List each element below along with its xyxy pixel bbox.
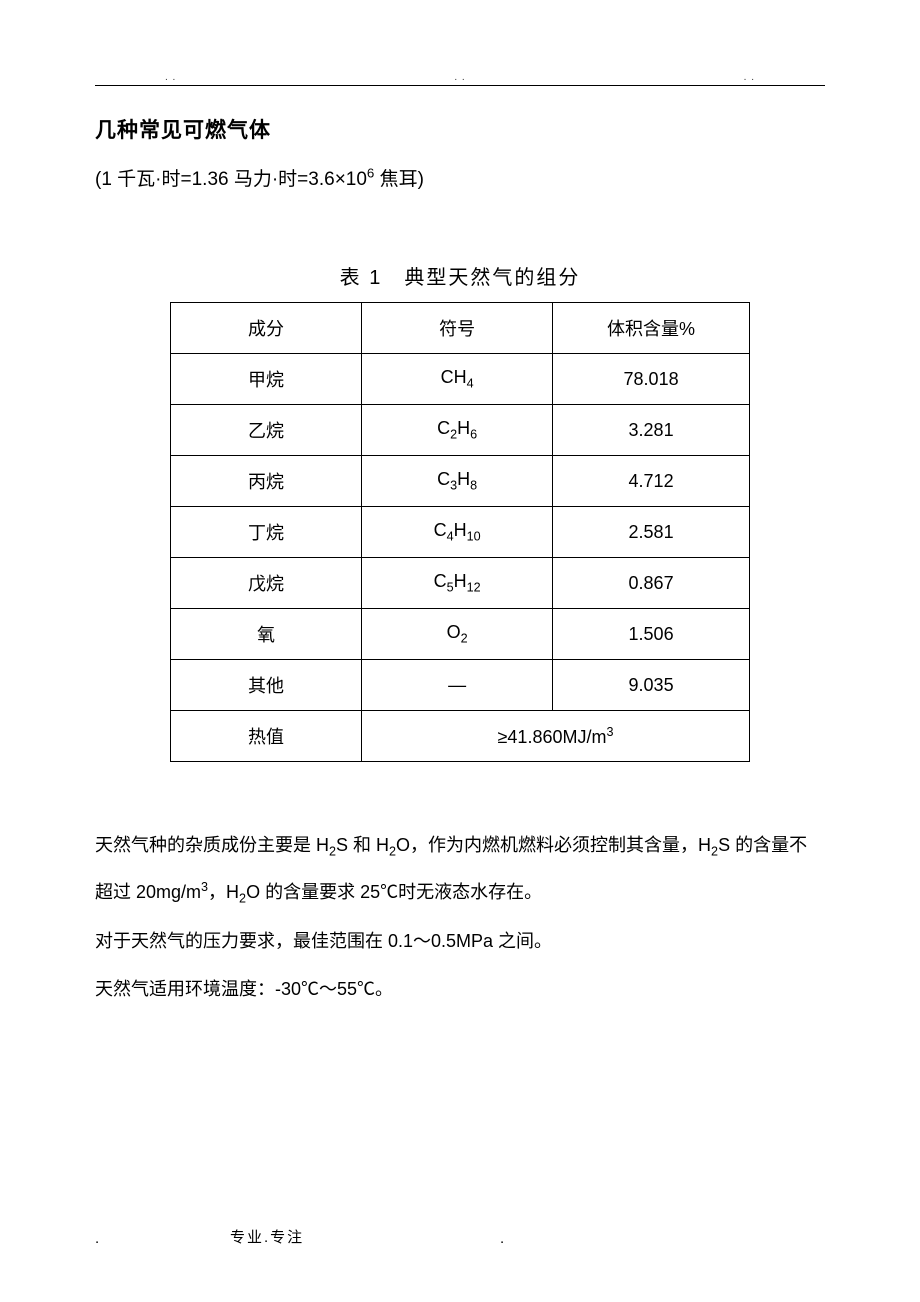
table-row: 戊烷 C5H12 0.867 (171, 558, 750, 609)
component-name: 戊烷 (171, 558, 362, 609)
table-row: 乙烷 C2H6 3.281 (171, 405, 750, 456)
heat-label: 热值 (171, 711, 362, 762)
paragraph-pressure: 对于天然气的压力要求，最佳范围在 0.1～0.5MPa 之间。 (95, 918, 825, 965)
component-name: 丙烷 (171, 456, 362, 507)
paragraph-impurities: 天然气种的杂质成份主要是 H2S 和 H2O，作为内燃机燃料必须控制其含量，H2… (95, 822, 825, 916)
subtitle-prefix: (1 千瓦·时=1.36 马力·时=3.6×10 (95, 169, 367, 190)
component-formula: C2H6 (362, 405, 553, 456)
table-row: 甲烷 CH4 78.018 (171, 354, 750, 405)
component-formula: C3H8 (362, 456, 553, 507)
component-name: 甲烷 (171, 354, 362, 405)
component-name: 乙烷 (171, 405, 362, 456)
table-row: 丙烷 C3H8 4.712 (171, 456, 750, 507)
unit-conversion: (1 千瓦·时=1.36 马力·时=3.6×106 焦耳) (95, 164, 825, 191)
component-value: 4.712 (553, 456, 750, 507)
table-heat-row: 热值 ≥41.860MJ/m3 (171, 711, 750, 762)
component-value: 3.281 (553, 405, 750, 456)
component-formula: CH4 (362, 354, 553, 405)
page-footer: . 专业.专注 . (0, 1226, 920, 1247)
subtitle-suffix: 焦耳) (374, 169, 424, 190)
table-row: 丁烷 C4H10 2.581 (171, 507, 750, 558)
header-symbol: 符号 (362, 303, 553, 354)
page-title: 几种常见可燃气体 (95, 114, 825, 144)
composition-table: 成分 符号 体积含量% 甲烷 CH4 78.018 乙烷 C2H6 3.281 … (170, 302, 750, 762)
component-value: 0.867 (553, 558, 750, 609)
paragraph-temperature: 天然气适用环境温度：-30℃～55℃。 (95, 966, 825, 1013)
component-name: 其他 (171, 660, 362, 711)
header-volume: 体积含量% (553, 303, 750, 354)
header-dot-center: . . (454, 72, 465, 83)
component-formula: — (362, 660, 553, 711)
table-caption: 表 1 典型天然气的组分 (95, 261, 825, 290)
component-value: 9.035 (553, 660, 750, 711)
table-row: 氧 O2 1.506 (171, 609, 750, 660)
component-value: 1.506 (553, 609, 750, 660)
header-component: 成分 (171, 303, 362, 354)
component-value: 78.018 (553, 354, 750, 405)
component-name: 氧 (171, 609, 362, 660)
footer-text: 专业.专注 (0, 1229, 304, 1246)
header-dot-left: . . (165, 72, 176, 83)
footer-dot-left: . (95, 1230, 101, 1247)
header-dot-right: . . (744, 72, 755, 83)
component-formula: O2 (362, 609, 553, 660)
component-formula: C4H10 (362, 507, 553, 558)
component-value: 2.581 (553, 507, 750, 558)
table-row: 其他 — 9.035 (171, 660, 750, 711)
heat-value: ≥41.860MJ/m3 (362, 711, 750, 762)
table-header-row: 成分 符号 体积含量% (171, 303, 750, 354)
footer-dot-right: . (500, 1230, 506, 1247)
component-formula: C5H12 (362, 558, 553, 609)
header-divider: . . . . . . (95, 85, 825, 86)
component-name: 丁烷 (171, 507, 362, 558)
